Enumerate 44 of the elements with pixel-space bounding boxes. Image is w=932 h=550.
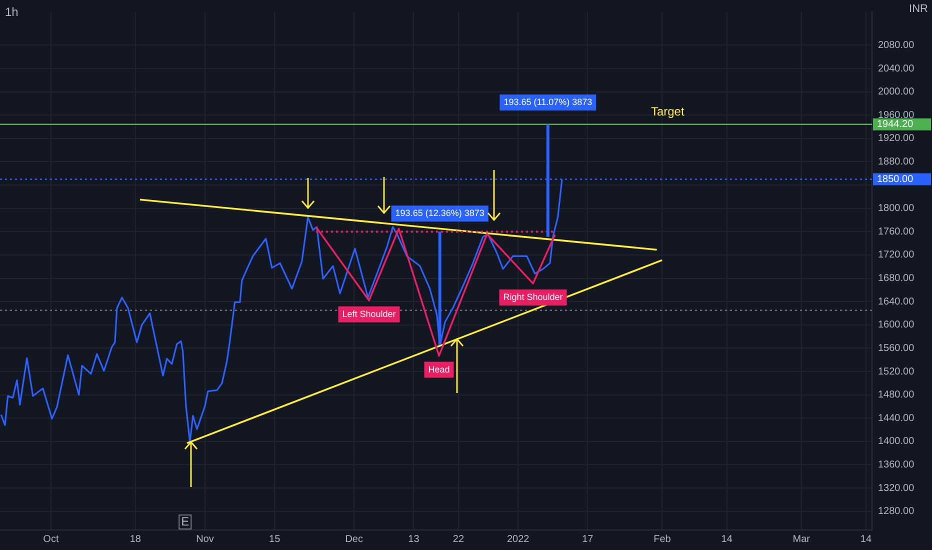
y-tick-label: 1520.00 — [878, 366, 915, 378]
y-tick-label: 1560.00 — [878, 342, 915, 354]
x-tick-label: Nov — [196, 534, 214, 545]
annotation: 193.65 (11.07%) 3873 — [504, 96, 592, 107]
y-tick-label: 1400.00 — [878, 436, 915, 448]
x-tick-label: 14 — [860, 534, 872, 545]
y-tick-label: 1640.00 — [878, 296, 915, 308]
y-axis-title: INR — [909, 3, 928, 15]
y-tick-label: 2040.00 — [878, 63, 915, 74]
y-tick-label: 1680.00 — [878, 273, 915, 284]
x-tick-label: Oct — [43, 534, 59, 545]
y-tick-label: 2080.00 — [878, 40, 915, 51]
y-tick-label: 1960.00 — [878, 110, 915, 121]
x-tick-label: Feb — [654, 534, 672, 545]
y-tick-label: 1920.00 — [878, 133, 915, 144]
annotation: Left Shoulder — [342, 308, 396, 319]
x-tick-label: 15 — [269, 534, 281, 545]
annotation: E — [181, 514, 190, 528]
x-tick-label: Dec — [345, 534, 363, 545]
x-tick-label: 22 — [452, 534, 464, 545]
y-tick-label: 1800.00 — [878, 203, 915, 214]
annotation: Right Shoulder — [503, 292, 563, 302]
y-tick-label: 1760.00 — [878, 226, 915, 238]
annotation: Head — [428, 364, 450, 374]
ref-line-label: 1850.00 — [877, 174, 914, 185]
ref-line-label: 1944.20 — [877, 119, 914, 130]
y-tick-label: 1600.00 — [878, 320, 915, 331]
x-tick-label: 2022 — [506, 534, 530, 545]
annotation: Target — [650, 104, 685, 119]
y-tick-label: 1720.00 — [878, 250, 915, 261]
x-tick-label: 14 — [721, 534, 733, 545]
y-tick-label: 1480.00 — [878, 390, 915, 401]
y-tick-label: 2000.00 — [878, 86, 915, 98]
x-tick-label: 13 — [408, 534, 420, 545]
x-tick-label: 18 — [130, 534, 142, 545]
x-tick-label: 17 — [582, 534, 594, 545]
y-tick-label: 1360.00 — [878, 459, 915, 470]
chart-title: 1h — [5, 5, 18, 19]
y-tick-label: 1280.00 — [878, 506, 915, 518]
y-tick-label: 1440.00 — [878, 412, 915, 424]
y-tick-label: 1320.00 — [878, 482, 915, 494]
y-tick-label: 1880.00 — [878, 156, 915, 168]
x-tick-label: Mar — [792, 534, 811, 545]
annotation: 193.65 (12.36%) 3873 — [395, 208, 484, 218]
